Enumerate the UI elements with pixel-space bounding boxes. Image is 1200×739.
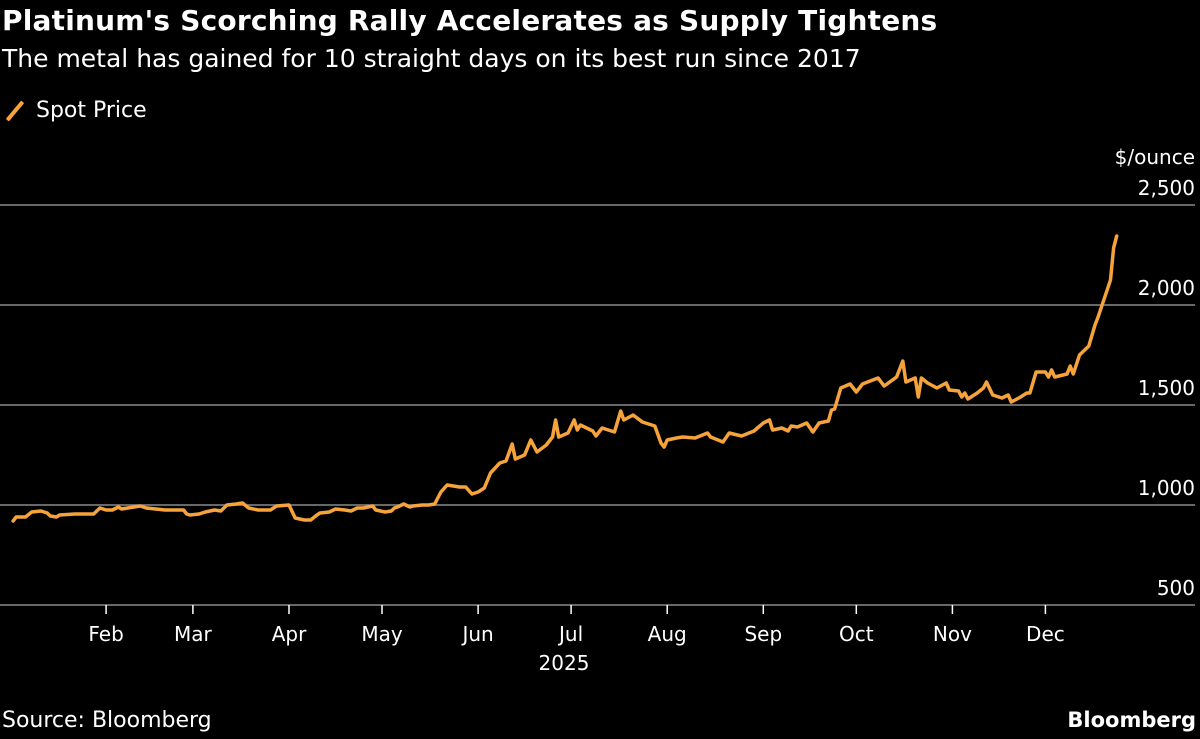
y-tick-label: 1,500 <box>1138 376 1195 400</box>
chart-subtitle: The metal has gained for 10 straight day… <box>2 44 861 73</box>
x-tick-label: Jun <box>460 622 493 646</box>
brand-logo: Bloomberg <box>1067 708 1196 732</box>
x-tick-label: Jul <box>557 622 583 646</box>
chart-title: Platinum's Scorching Rally Accelerates a… <box>2 4 938 37</box>
gridlines <box>0 204 1195 606</box>
x-tick-label: May <box>361 622 403 646</box>
x-tick-label: Dec <box>1026 622 1065 646</box>
series-line-spot-price <box>11 234 1119 523</box>
legend-label: Spot Price <box>36 98 147 123</box>
y-axis-ticks: 500 1,000 1,500 2,000 2,500 <box>1138 176 1195 600</box>
y-tick-label: 2,000 <box>1138 276 1195 300</box>
x-tick-label: Mar <box>174 622 213 646</box>
x-axis-year-label: 2025 <box>539 651 590 675</box>
y-tick-label: 1,000 <box>1138 476 1195 500</box>
y-tick-label: 500 <box>1157 576 1195 600</box>
y-tick-label: 2,500 <box>1138 176 1195 200</box>
legend: Spot Price <box>4 98 147 123</box>
x-tick-label: Sep <box>744 622 782 646</box>
x-tick-label: Apr <box>272 622 307 646</box>
y-axis-unit-label: $/ounce <box>1115 145 1195 169</box>
x-tick-label: Feb <box>88 622 123 646</box>
source-note: Source: Bloomberg <box>2 708 212 733</box>
x-tick-label: Oct <box>839 622 874 646</box>
x-axis-ticks: Feb Mar Apr May Jun Jul Aug Sep Oct Nov Dec <box>88 605 1065 646</box>
x-tick-label: Aug <box>648 622 687 646</box>
x-tick-label: Nov <box>933 622 972 646</box>
